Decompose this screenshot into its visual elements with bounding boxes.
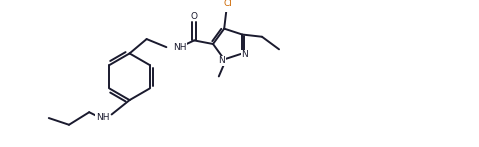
Text: Cl: Cl: [223, 0, 232, 9]
Text: NH: NH: [96, 113, 109, 122]
Text: O: O: [191, 12, 198, 21]
Text: N: N: [241, 50, 248, 59]
Text: N: N: [218, 56, 225, 65]
Text: NH: NH: [173, 43, 187, 52]
